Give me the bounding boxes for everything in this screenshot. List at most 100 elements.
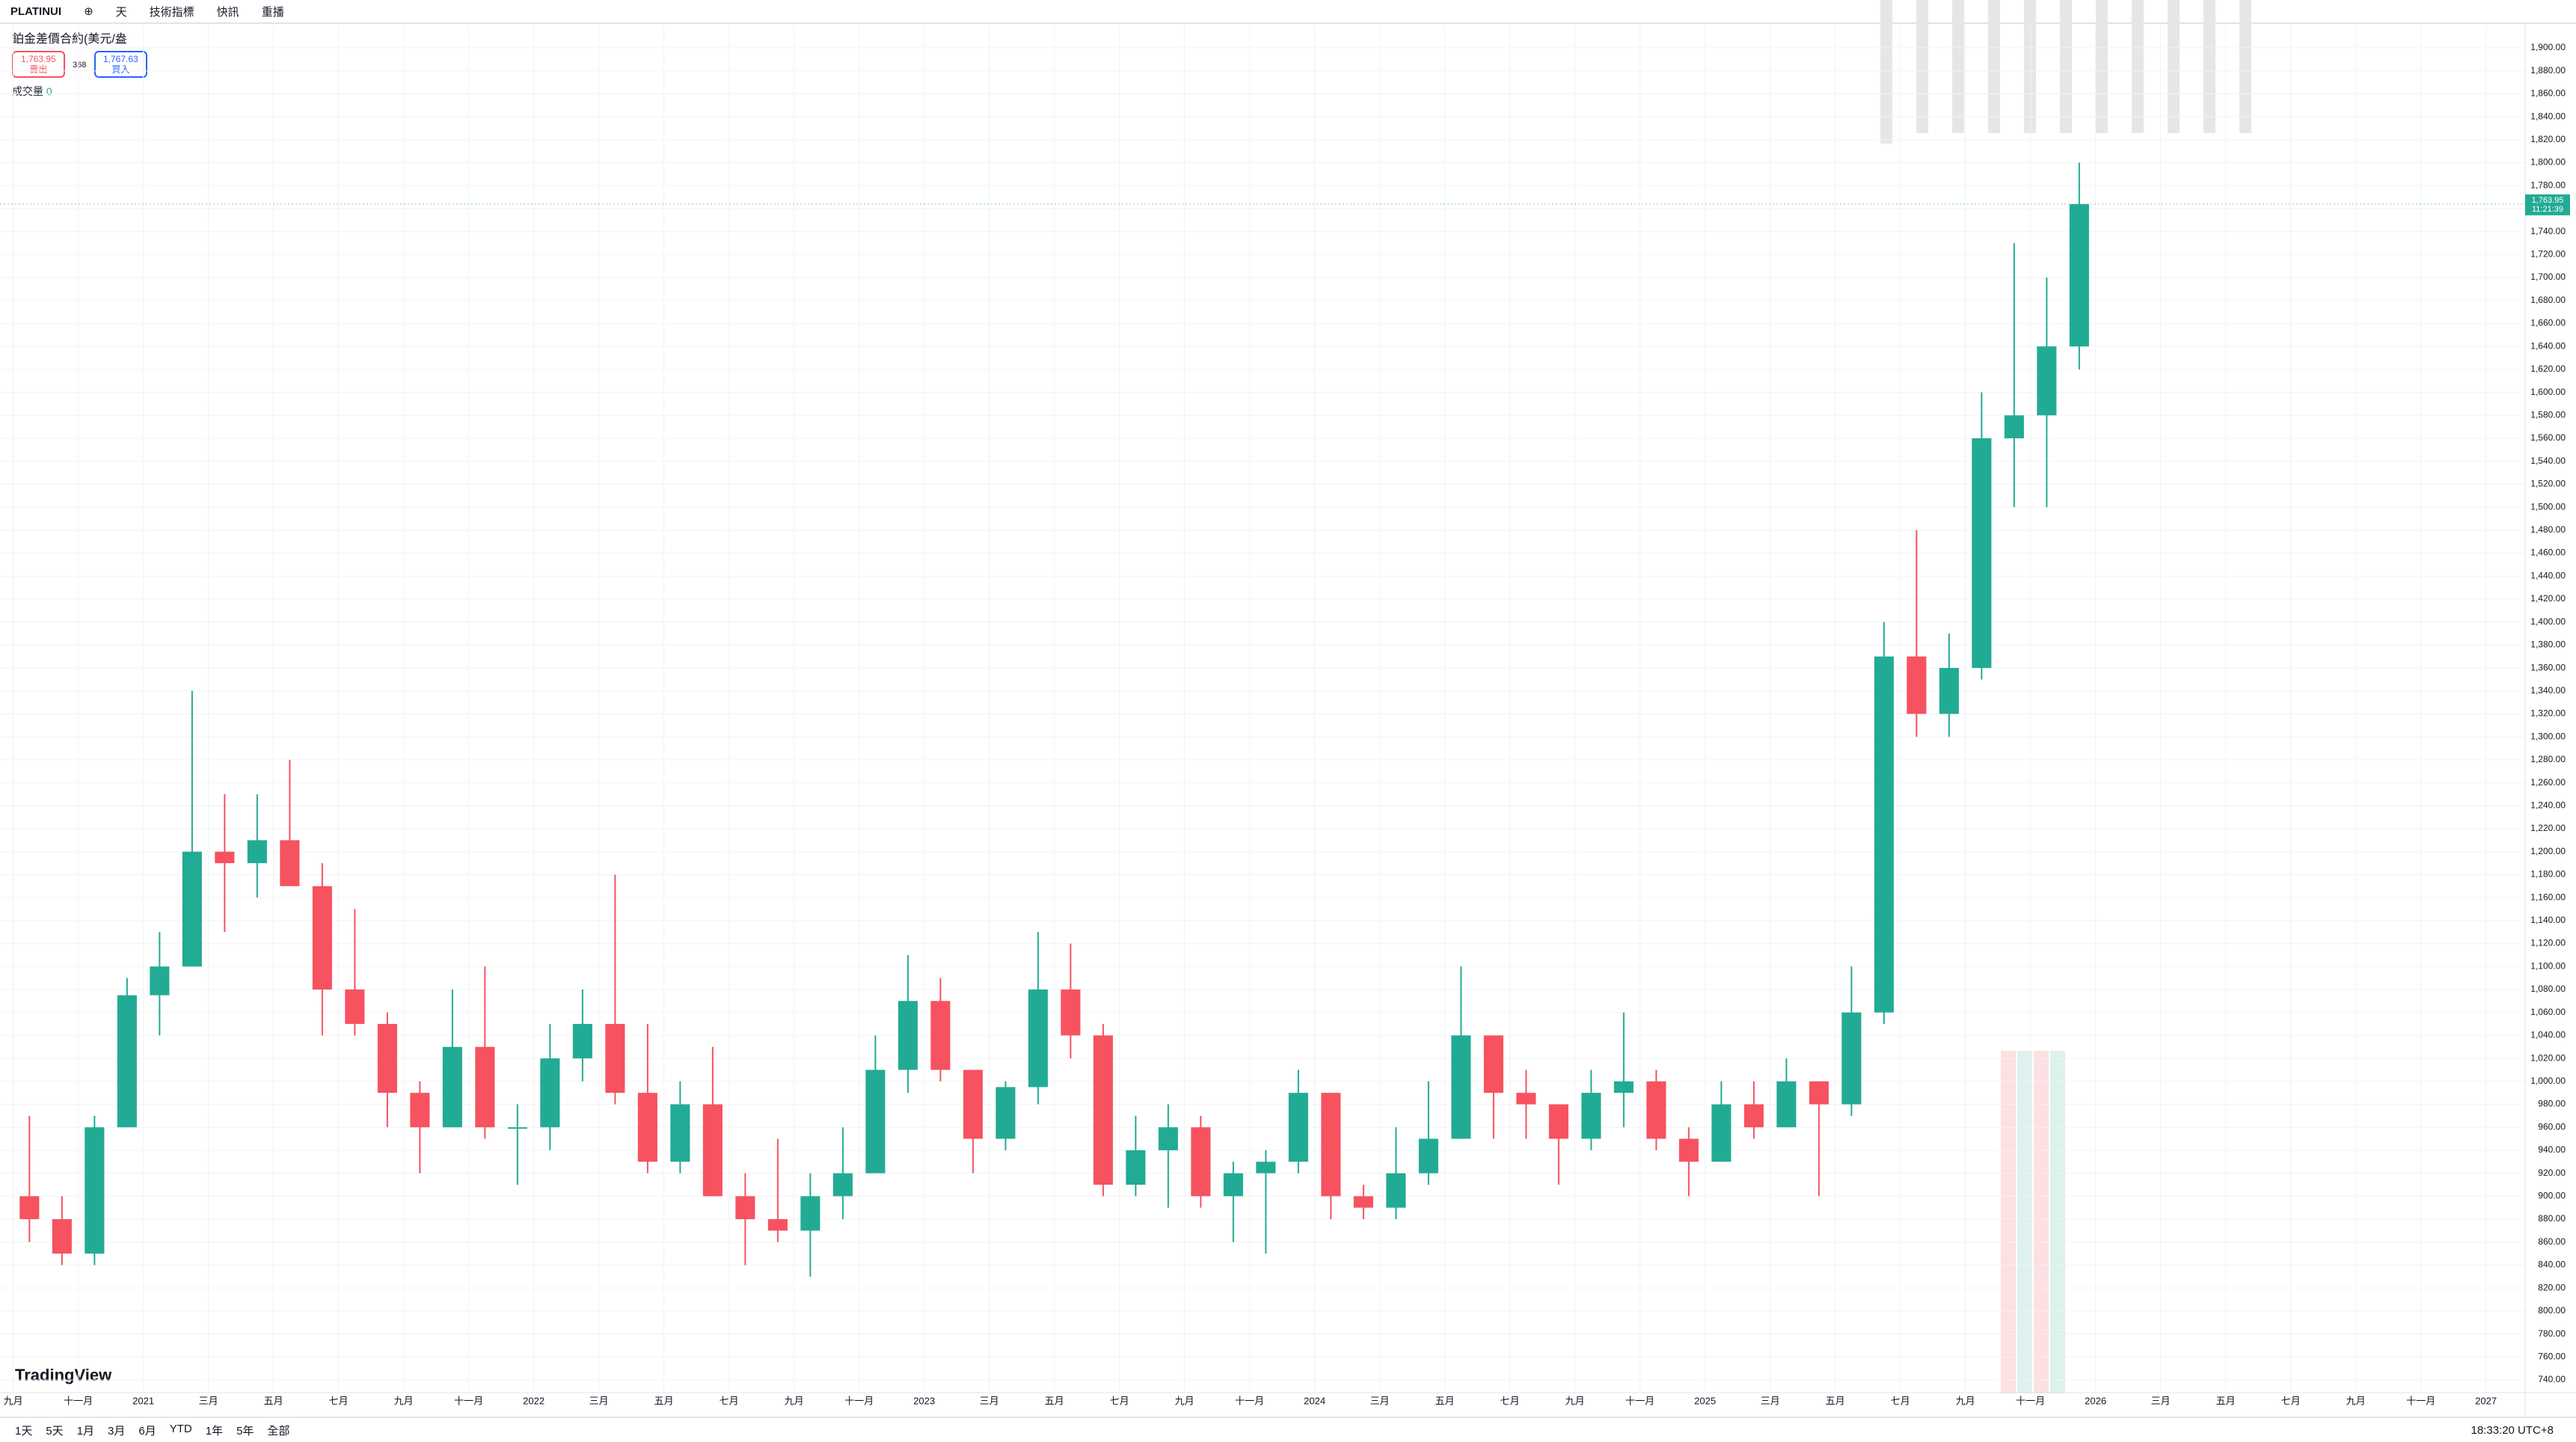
x-tick-label: 七月 — [1891, 1395, 1910, 1406]
candle-body — [247, 840, 267, 864]
indicators[interactable]: 技術指標 — [149, 5, 194, 19]
watermark-bar — [2132, 0, 2144, 133]
y-tick-label: 1,080.00 — [2530, 984, 2566, 994]
range-button[interactable]: 5年 — [236, 1424, 254, 1438]
alerts[interactable]: 快訊 — [216, 5, 239, 19]
x-tick-label: 三月 — [589, 1395, 609, 1406]
y-tick-label: 1,740.00 — [2530, 226, 2566, 236]
y-tick-label: 1,320.00 — [2530, 708, 2566, 719]
legend-title: 鉑金差價合約(美元/盎 — [12, 33, 127, 46]
candle-body — [898, 1001, 918, 1070]
clock: 18:33:20 UTC+8 — [2471, 1423, 2554, 1437]
x-tick-label: 九月 — [4, 1395, 23, 1406]
candle-body — [1386, 1173, 1406, 1208]
candle-body — [1776, 1081, 1797, 1128]
x-tick-label: 2023 — [913, 1395, 935, 1406]
y-tick-label: 1,560.00 — [2530, 432, 2566, 443]
y-tick-label: 1,700.00 — [2530, 271, 2566, 282]
y-tick-label: 1,200.00 — [2530, 846, 2566, 856]
candle-body — [767, 1219, 788, 1231]
candle-body — [1191, 1127, 1211, 1197]
y-tick-label: 1,300.00 — [2530, 731, 2566, 741]
candle-body — [1581, 1093, 1601, 1139]
interval[interactable]: 天 — [115, 5, 127, 19]
candle-body — [1093, 1035, 1113, 1185]
candle-body — [1613, 1081, 1634, 1093]
y-tick-label: 880.00 — [2538, 1213, 2566, 1224]
x-tick-label: 七月 — [720, 1395, 739, 1406]
y-tick-label: 1,500.00 — [2530, 501, 2566, 512]
range-button[interactable]: 3月 — [108, 1424, 126, 1438]
watermark-bar — [1952, 0, 1964, 133]
candle-body — [1353, 1196, 1373, 1208]
range-button[interactable]: YTD — [169, 1422, 192, 1435]
volume-overlay — [2001, 1051, 2065, 1393]
volume-bar — [2050, 1051, 2065, 1393]
y-tick-label: 1,340.00 — [2530, 685, 2566, 696]
buy-price: 1,767.63 — [102, 54, 138, 64]
range-button[interactable]: 全部 — [267, 1424, 290, 1438]
y-tick-label: 980.00 — [2538, 1099, 2566, 1109]
x-tick-label: 三月 — [2151, 1395, 2171, 1406]
x-tick-label: 2025 — [1694, 1395, 1716, 1406]
y-tick-label: 1,720.00 — [2530, 249, 2566, 260]
candle-body — [507, 1127, 527, 1129]
candle-body — [182, 851, 202, 967]
range-button[interactable]: 6月 — [138, 1424, 156, 1438]
candle-body — [1028, 989, 1048, 1087]
candle-body — [1972, 438, 1992, 669]
candle-body — [572, 1024, 592, 1059]
candle-body — [19, 1196, 40, 1220]
volume-label: 成交量 — [12, 85, 43, 97]
spread: 368 — [73, 61, 87, 70]
y-tick-label: 1,400.00 — [2530, 616, 2566, 627]
range-button[interactable]: 5天 — [46, 1424, 64, 1438]
x-tick-label: 五月 — [1435, 1395, 1455, 1406]
candle-body — [1809, 1081, 1829, 1105]
candle-body — [670, 1104, 690, 1162]
x-tick-label: 三月 — [1370, 1395, 1390, 1406]
x-tick-label: 十一月 — [844, 1395, 874, 1406]
y-tick-label: 1,880.00 — [2530, 65, 2566, 76]
buy-box[interactable]: 1,767.63 買入 — [93, 51, 147, 78]
candle-body — [1907, 656, 1927, 714]
candle-body — [345, 989, 365, 1025]
candle-body — [1646, 1081, 1666, 1139]
x-tick-label: 十一月 — [454, 1395, 483, 1406]
y-tick-label: 1,520.00 — [2530, 479, 2566, 489]
candle-body — [312, 886, 332, 990]
x-tick-label: 五月 — [654, 1395, 674, 1406]
candle-body — [1841, 1012, 1862, 1105]
range-button[interactable]: 1年 — [205, 1424, 224, 1438]
y-tick-label: 740.00 — [2538, 1374, 2566, 1384]
y-tick-label: 900.00 — [2538, 1191, 2566, 1201]
add-symbol[interactable]: ⊕ — [84, 5, 93, 18]
x-tick-label: 七月 — [1110, 1395, 1129, 1406]
candle-body — [2004, 415, 2024, 439]
volume: 成交量 0 — [12, 84, 147, 99]
y-tick-label: 1,640.00 — [2530, 340, 2566, 351]
candle-body — [1516, 1093, 1536, 1105]
candle-body — [865, 1070, 886, 1173]
range-button[interactable]: 1天 — [15, 1424, 33, 1438]
symbol-search[interactable]: PLATINUI — [10, 4, 62, 18]
x-tick-label: 三月 — [980, 1395, 999, 1406]
y-tick-label: 860.00 — [2538, 1236, 2566, 1247]
volume-bar — [2001, 1051, 2016, 1393]
x-tick-label: 九月 — [2346, 1395, 2366, 1406]
range-button[interactable]: 1月 — [76, 1424, 95, 1438]
y-tick-label: 1,280.00 — [2530, 754, 2566, 764]
candle-body — [2069, 203, 2089, 347]
candle-body — [85, 1127, 105, 1254]
y-tick-label: 1,120.00 — [2530, 938, 2566, 948]
candle-body — [963, 1070, 983, 1139]
y-tick-label: 840.00 — [2538, 1260, 2566, 1270]
x-tick-label: 十一月 — [2406, 1395, 2435, 1406]
sell-box[interactable]: 1,763.95 賣出 — [12, 51, 65, 78]
last-price-label: 1,763.95 — [2532, 196, 2564, 205]
replay[interactable]: 重播 — [261, 5, 284, 19]
y-tick-label: 1,220.00 — [2530, 823, 2566, 833]
y-tick-label: 1,460.00 — [2530, 547, 2566, 558]
